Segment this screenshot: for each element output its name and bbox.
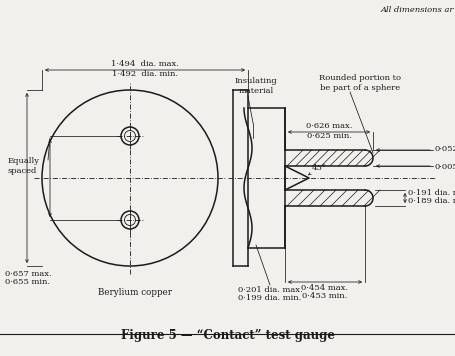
Text: 0·199 dia. min.: 0·199 dia. min. [238,294,301,302]
Text: All dimensions ar: All dimensions ar [380,6,453,14]
Text: 0·655 min.: 0·655 min. [5,278,50,286]
Text: 0·626 max.: 0·626 max. [305,122,351,130]
Text: 1·492  dia. min.: 1·492 dia. min. [112,70,177,79]
Text: Berylium copper: Berylium copper [98,288,172,297]
Text: 0·453 min.: 0·453 min. [302,292,347,300]
Text: Equally
spaced: Equally spaced [8,157,40,174]
Text: Rounded portion to
be part of a sphere: Rounded portion to be part of a sphere [318,74,400,92]
Text: 0·625 min.: 0·625 min. [306,132,351,141]
Text: 45°: 45° [311,164,326,172]
Text: 0·052: 0·052 [434,145,455,153]
Text: Figure 5 — “Contact” test gauge: Figure 5 — “Contact” test gauge [121,329,334,342]
Text: 0·191 dia. max.: 0·191 dia. max. [407,189,455,197]
Text: 0·454 max.: 0·454 max. [301,284,348,292]
Text: 1·494  dia. max.: 1·494 dia. max. [111,60,178,68]
Text: 0·005: 0·005 [434,163,455,171]
Text: 0·189 dia. min.: 0·189 dia. min. [407,197,455,205]
Text: 0·201 dia. max.: 0·201 dia. max. [237,286,302,294]
Text: 0·657 max.: 0·657 max. [5,270,51,278]
Text: Insulating
material: Insulating material [234,77,277,95]
